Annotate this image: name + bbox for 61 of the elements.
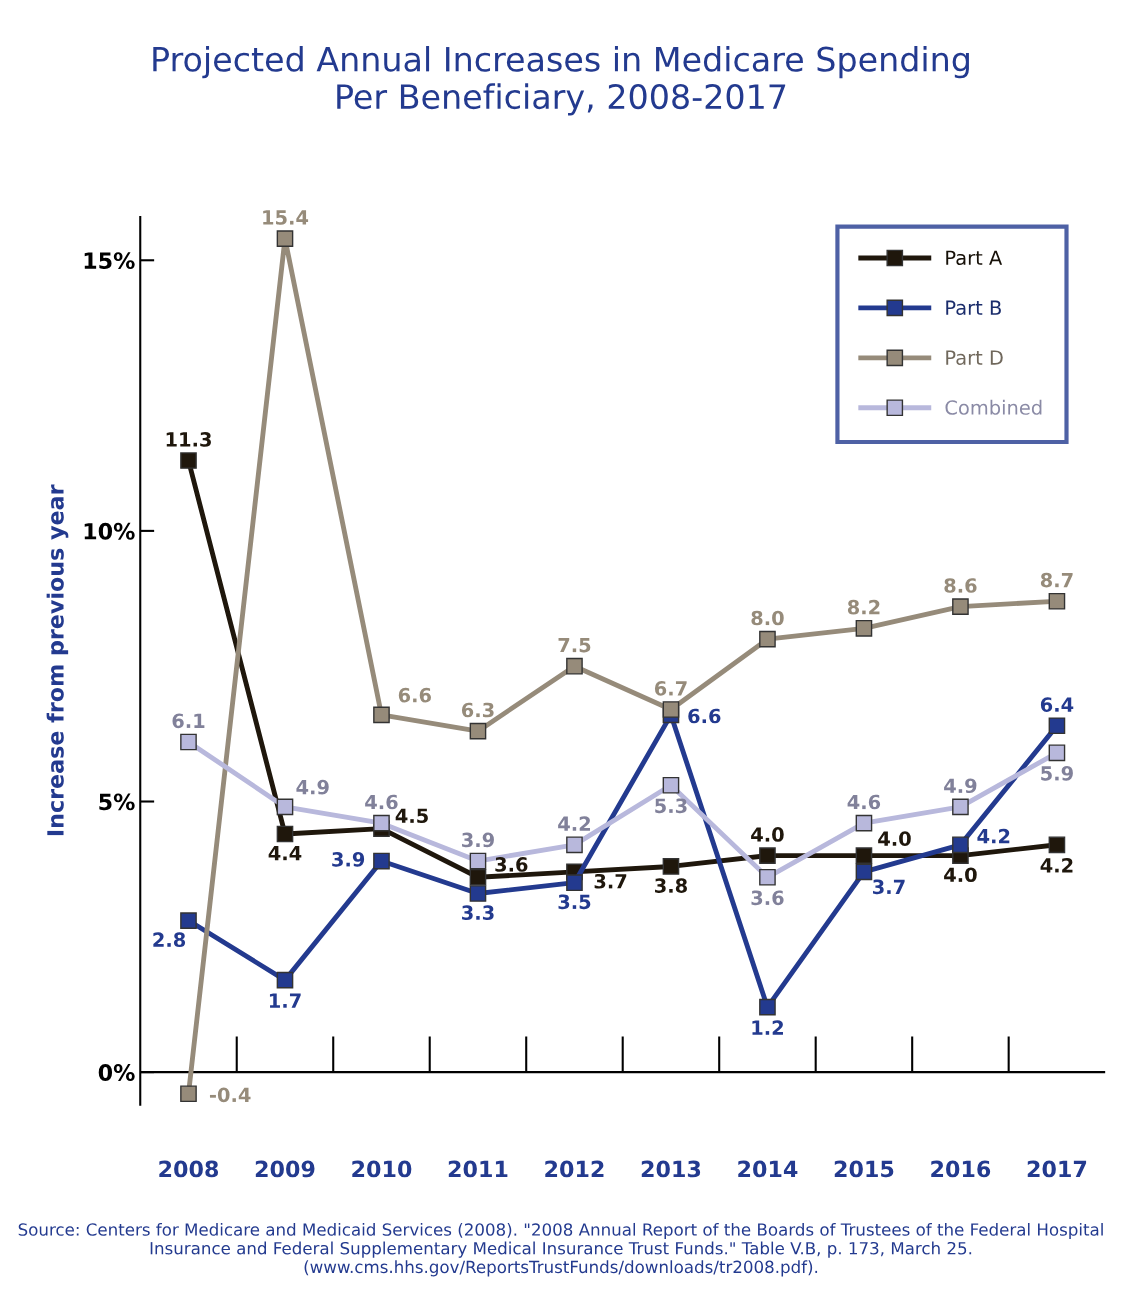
data-label: 8.0 bbox=[751, 610, 784, 626]
y-tick-label: 5% bbox=[99, 793, 135, 811]
data-label: 1.2 bbox=[752, 1020, 783, 1035]
data-label: 4.2 bbox=[977, 828, 1010, 844]
x-tick-label: 2011 bbox=[448, 1160, 508, 1178]
x-tick-label: 2015 bbox=[834, 1160, 894, 1178]
x-tick-label: 2016 bbox=[931, 1160, 991, 1178]
data-label: 5.9 bbox=[1041, 765, 1073, 781]
data-label: 4.6 bbox=[847, 794, 881, 810]
legend-label: Part A bbox=[946, 250, 1003, 266]
data-label: 3.5 bbox=[558, 894, 591, 910]
data-label: 11.3 bbox=[166, 432, 211, 447]
y-axis-title: Increase from previous year bbox=[46, 484, 69, 836]
x-tick-label: 2009 bbox=[255, 1160, 315, 1178]
data-label: 3.7 bbox=[594, 873, 627, 889]
data-label: 2.8 bbox=[153, 932, 186, 948]
x-tick-label: 2013 bbox=[641, 1160, 701, 1178]
data-label: 1.7 bbox=[269, 993, 301, 1008]
x-tick-label: 2010 bbox=[352, 1160, 412, 1178]
data-label: 7.5 bbox=[558, 637, 591, 653]
data-label: 3.8 bbox=[655, 878, 687, 893]
data-label: 8.7 bbox=[1040, 572, 1073, 588]
data-label: 3.9 bbox=[332, 851, 365, 867]
data-label: 15.4 bbox=[263, 210, 309, 225]
data-label: 6.7 bbox=[654, 681, 687, 696]
x-tick-label: 2008 bbox=[159, 1160, 219, 1178]
data-label: 4.0 bbox=[944, 867, 977, 883]
y-tick-label: 10% bbox=[84, 522, 135, 540]
data-label: 4.9 bbox=[944, 778, 977, 794]
data-label: 4.0 bbox=[751, 827, 784, 842]
data-label: 4.5 bbox=[395, 808, 428, 824]
data-label: 6.6 bbox=[688, 708, 721, 724]
x-tick-label: 2014 bbox=[738, 1160, 798, 1178]
data-label: 4.0 bbox=[878, 831, 911, 846]
data-label: 4.2 bbox=[1040, 857, 1073, 873]
legend-label: Combined bbox=[945, 399, 1042, 415]
x-tick-label: 2017 bbox=[1027, 1160, 1087, 1178]
legend-label: Part B bbox=[946, 300, 1001, 316]
data-label: 6.3 bbox=[461, 702, 494, 718]
data-label: 3.6 bbox=[751, 890, 784, 906]
data-label: 4.6 bbox=[365, 794, 398, 810]
source-note: Source: Centers for Medicare and Medicaid Services (2008). "2008 Annual Report of the Boards of Trustees of the Federal Hospital Insurance and Federal Supplementary Medical Insurance Trust Funds." Table V.B, p. 173, March 25. (www.cms.hhs.gov/ReportsTrustFunds/downloads/tr2008.pdf). bbox=[18, 1222, 1103, 1277]
data-label: 4.4 bbox=[268, 846, 302, 861]
chart-title: Projected Annual Increases in Medicare Spending Per Beneficiary, 2008-2017 bbox=[153, 46, 969, 116]
data-label: 3.9 bbox=[462, 832, 494, 848]
x-tick-label: 2012 bbox=[545, 1160, 604, 1178]
legend-label: Part D bbox=[946, 350, 1003, 365]
data-label: 8.6 bbox=[944, 578, 977, 593]
data-label: 4.9 bbox=[296, 779, 329, 795]
data-label: 5.3 bbox=[655, 798, 687, 814]
data-label: 3.3 bbox=[462, 905, 494, 920]
data-label: 3.6 bbox=[495, 857, 528, 872]
data-label: 8.2 bbox=[847, 599, 880, 615]
data-label: 6.1 bbox=[172, 713, 205, 729]
y-tick-label: 0% bbox=[98, 1064, 135, 1081]
data-label: 3.7 bbox=[873, 879, 905, 895]
data-label: 4.2 bbox=[558, 816, 590, 831]
data-label: 6.4 bbox=[1040, 697, 1074, 712]
data-label: 6.6 bbox=[398, 687, 431, 703]
data-label: -0.4 bbox=[209, 1087, 251, 1103]
y-tick-label: 15% bbox=[84, 252, 135, 270]
